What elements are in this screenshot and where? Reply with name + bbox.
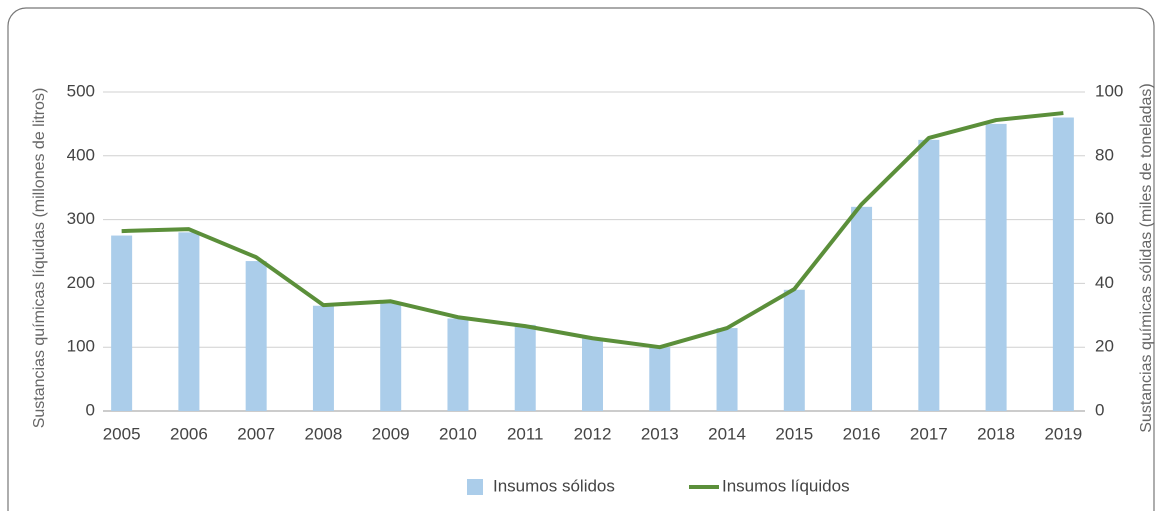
y2-axis-title: Sustancias químicas sólidas (miles de to… (1138, 83, 1155, 433)
x-tick-label: 2011 (507, 424, 544, 443)
bar (918, 139, 940, 411)
y2-tick-label: 100 (1095, 81, 1123, 100)
y2-tick-label: 80 (1095, 145, 1114, 164)
y-tick-label: 100 (67, 337, 95, 356)
bar (1052, 117, 1074, 412)
x-tick-label: 2018 (977, 424, 1015, 443)
bar (447, 318, 469, 411)
legend-swatch (467, 479, 483, 495)
x-tick-label: 2013 (641, 424, 679, 443)
x-tick-label: 2017 (910, 424, 948, 443)
y2-tick-label: 60 (1095, 209, 1114, 228)
y-tick-label: 300 (67, 209, 95, 228)
y2-tick-label: 0 (1095, 400, 1104, 419)
bar (649, 347, 671, 411)
y-tick-label: 0 (86, 400, 95, 419)
x-tick-label: 2009 (372, 424, 410, 443)
line (121, 111, 1064, 350)
bar (716, 328, 738, 411)
bar (178, 232, 200, 411)
x-tick-label: 2019 (1044, 424, 1082, 443)
y-axis-title: Sustancias químicas líquidas (millones d… (31, 88, 48, 429)
bar (380, 302, 402, 411)
x-tick-label: 2010 (439, 424, 477, 443)
legend-label: Insumos sólidos (493, 476, 615, 495)
y-tick-label: 200 (67, 273, 95, 292)
bar (851, 206, 873, 411)
x-tick-label: 2007 (237, 424, 275, 443)
frame (7, 7, 1155, 516)
bar (111, 235, 133, 411)
bar (245, 261, 267, 411)
bar (312, 305, 334, 411)
legend-label: Insumos líquidos (722, 476, 850, 495)
bar (582, 337, 603, 411)
bar (985, 123, 1007, 412)
x-tick-label: 2016 (843, 424, 881, 443)
y2-tick-label: 20 (1095, 337, 1114, 356)
x-tick-label: 2012 (574, 424, 612, 443)
y-tick-label: 400 (67, 145, 95, 164)
x-tick-label: 2015 (775, 424, 813, 443)
x-tick-label: 2005 (103, 424, 141, 443)
x-tick-label: 2014 (708, 424, 746, 443)
bar (783, 289, 805, 411)
x-tick-label: 2008 (305, 424, 343, 443)
bar (514, 324, 536, 411)
x-tick-label: 2006 (170, 424, 208, 443)
y-tick-label: 500 (67, 81, 95, 100)
y2-tick-label: 40 (1095, 273, 1114, 292)
